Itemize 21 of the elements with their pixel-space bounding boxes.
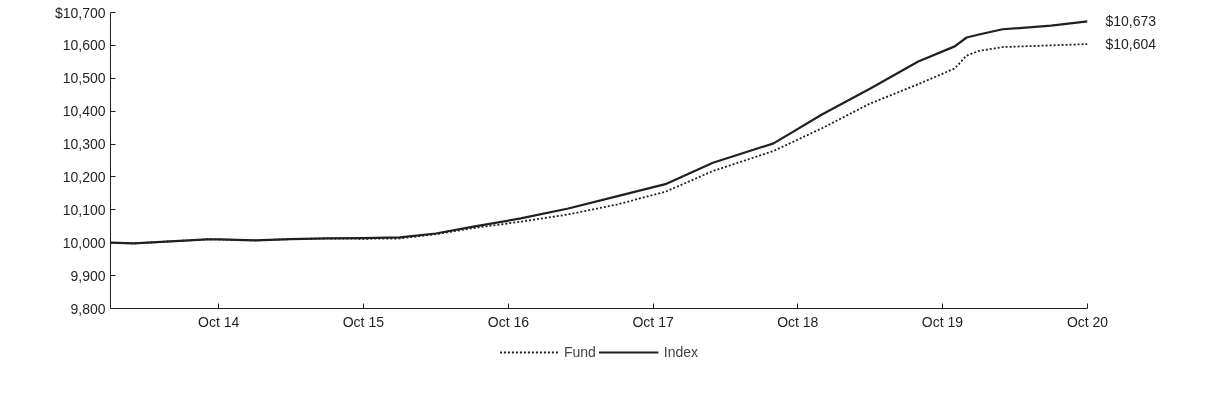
x-tick-label: Oct 17 bbox=[632, 313, 674, 330]
legend-label: Fund bbox=[563, 344, 596, 360]
y-tick-label: $10,700 bbox=[54, 4, 106, 21]
data-label: $10,604 bbox=[1105, 36, 1157, 53]
y-tick-label: 10,500 bbox=[62, 70, 106, 87]
y-tick-label: 10,400 bbox=[62, 103, 106, 120]
x-tick-label: Oct 20 bbox=[1066, 313, 1109, 330]
x-tick-label: Oct 19 bbox=[921, 313, 964, 330]
y-tick-label: 10,600 bbox=[62, 37, 106, 54]
x-tick-label: Oct 16 bbox=[487, 313, 530, 330]
y-tick-label: 10,200 bbox=[62, 168, 106, 185]
data-label: $10,673 bbox=[1105, 13, 1157, 30]
y-tick-label: 9,900 bbox=[70, 267, 106, 284]
y-tick-label: 10,300 bbox=[62, 136, 106, 153]
x-tick-label: Oct 15 bbox=[342, 313, 385, 330]
x-tick-label: Oct 14 bbox=[198, 313, 240, 330]
legend-label: Index bbox=[663, 344, 699, 360]
y-tick-label: 10,100 bbox=[62, 201, 106, 218]
x-tick-label: Oct 18 bbox=[777, 313, 819, 330]
y-tick-label: 10,000 bbox=[62, 234, 106, 251]
y-tick-label: 9,800 bbox=[70, 300, 106, 317]
